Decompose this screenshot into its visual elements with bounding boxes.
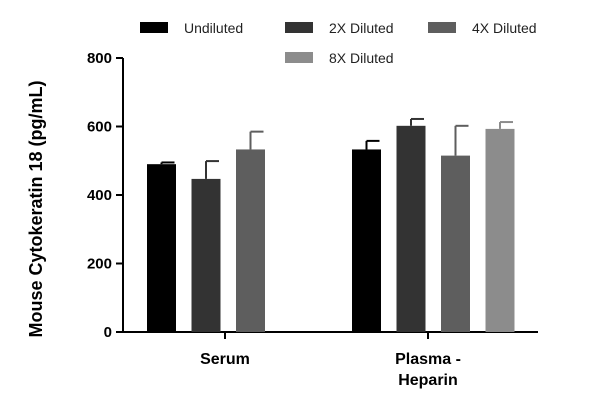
y-tick-label: 800 [87, 50, 112, 67]
legend-swatch [140, 22, 168, 33]
bar [191, 178, 221, 332]
legend-label: 4X Diluted [472, 20, 537, 36]
x-tick-label: Serum [200, 351, 250, 368]
legend-label: 8X Diluted [329, 50, 394, 66]
bar [396, 125, 426, 332]
bars [147, 117, 515, 332]
bar [147, 164, 176, 332]
y-axis: 0 200 400 600 800 [87, 50, 124, 341]
bar [485, 128, 515, 332]
y-axis-title: Mouse Cytokeratin 18 (pg/mL) [26, 80, 46, 337]
x-axis: Serum Plasma - Heparin [123, 331, 538, 389]
y-tick-label: 200 [87, 256, 112, 273]
x-tick-label: Plasma - Heparin [395, 351, 461, 389]
x-tick-label-line: Serum [200, 351, 250, 368]
legend: Undiluted 2X Diluted 4X Diluted 8X Diluted [140, 20, 537, 66]
bar [441, 155, 470, 332]
x-tick-label-line: Plasma - [395, 351, 461, 368]
legend-label: Undiluted [184, 20, 243, 36]
x-tick-label-line: Heparin [398, 372, 458, 389]
y-tick-label: 600 [87, 119, 112, 136]
bar [352, 149, 381, 332]
legend-swatch [285, 22, 313, 33]
legend-swatch [285, 52, 313, 63]
y-tick-label: 400 [87, 187, 112, 204]
bar [236, 149, 265, 332]
y-tick-label: 0 [104, 324, 112, 341]
legend-swatch [428, 22, 456, 33]
legend-label: 2X Diluted [329, 20, 394, 36]
